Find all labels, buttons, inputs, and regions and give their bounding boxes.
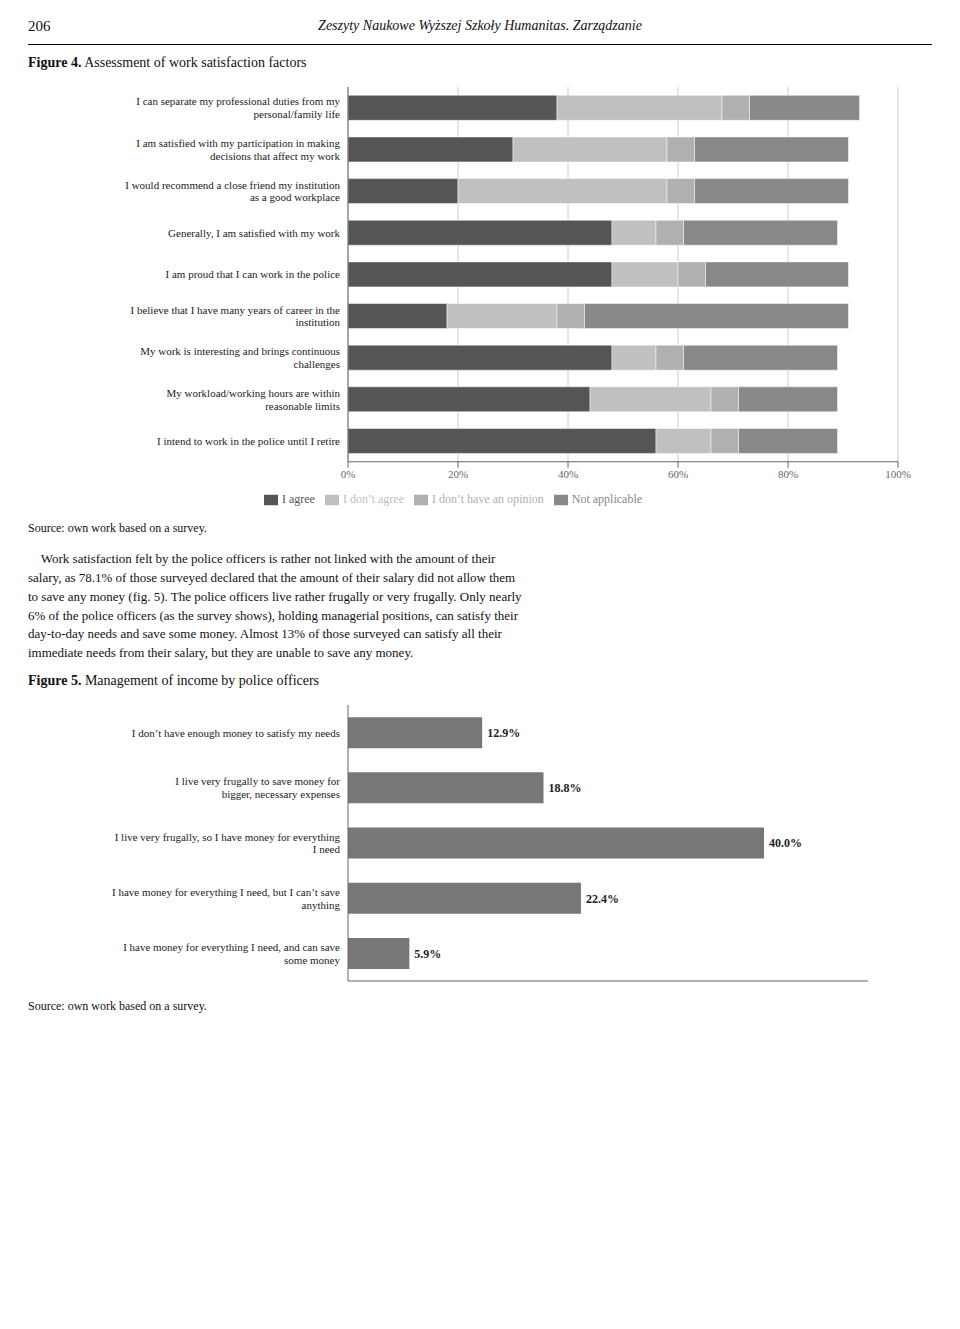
svg-text:40.0%: 40.0% [769,836,802,850]
html-text:Figure 4. Assessment of work s: Figure 4. Assessment of work satisfactio… [28,55,307,70]
svg-text:I can separate my professional: I can separate my professional duties fr… [136,95,340,120]
svg-text:60%: 60% [668,468,688,480]
html-text:Zeszyty Naukowe Wyższej Szkoły: Zeszyty Naukowe Wyższej Szkoły Humanitas… [318,18,642,33]
svg-text:40%: 40% [558,468,578,480]
html-text:I don’t have an opinion: I don’t have an opinion [432,491,544,506]
html-text:Not applicable: Not applicable [571,491,643,506]
svg-text:I have money for everything I: I have money for everything I need, and … [123,941,340,966]
html-text:day-to-day needs and save some: day-to-day needs and save some money. Al… [28,626,502,642]
html-text:I agree: I agree [281,491,315,506]
html-text:Work satisfaction felt by the: Work satisfaction felt by the police off… [28,551,496,566]
svg-text:I don’t have enough money to s: I don’t have enough money to satisfy my … [132,727,340,739]
svg-text:0%: 0% [341,468,356,480]
svg-text:I live very frugally, so I hav: I live very frugally, so I have money fo… [115,831,341,856]
html-text:Figure 5. Management of income: Figure 5. Management of income by police… [28,673,320,689]
html-text:206: 206 [28,17,51,34]
svg-text:I believe that I have many yea: I believe that I have many years of care… [130,304,340,329]
svg-text:I am proud that I can work in: I am proud that I can work in the police [166,268,341,280]
svg-text:I have money for everything I: I have money for everything I need, but … [112,886,340,911]
html-text:salary, as 78.1% of those surv: salary, as 78.1% of those surveyed decla… [28,569,516,585]
svg-text:22.4%: 22.4% [586,892,619,906]
html-text:Source: own work based on a su: Source: own work based on a survey. [28,999,207,1014]
svg-text:20%: 20% [448,468,468,480]
svg-text:I intend to work in the police: I intend to work in the police until I r… [157,435,340,447]
html-text:Source: own work based on a su: Source: own work based on a survey. [28,521,207,535]
html-text:to save any money (fig. 5). Th: to save any money (fig. 5). The police o… [28,588,522,604]
svg-text:18.8%: 18.8% [549,781,582,795]
svg-text:100%: 100% [885,468,911,480]
svg-text:80%: 80% [778,468,798,480]
html-text:6% of the police officers (as: 6% of the police officers (as the survey… [28,607,518,623]
svg-text:My workload/working hours are: My workload/working hours are withinreas… [166,387,340,412]
svg-text:I live very frugally to save m: I live very frugally to save money forbi… [175,776,340,801]
svg-text:5.9%: 5.9% [414,947,441,961]
svg-text:I am satisfied with my partici: I am satisfied with my participation in … [136,137,340,162]
svg-text:Generally, I am satisfied with: Generally, I am satisfied with my work [168,227,340,239]
html-text:immediate needs from their sal: immediate needs from their salary, but t… [28,645,414,661]
svg-text:My work is interesting and bri: My work is interesting and brings contin… [140,345,340,370]
svg-text:I would recommend a close frie: I would recommend a close friend my inst… [125,179,340,204]
svg-text:12.9%: 12.9% [487,726,520,740]
html-text:I don’t agree: I don’t agree [342,491,404,506]
